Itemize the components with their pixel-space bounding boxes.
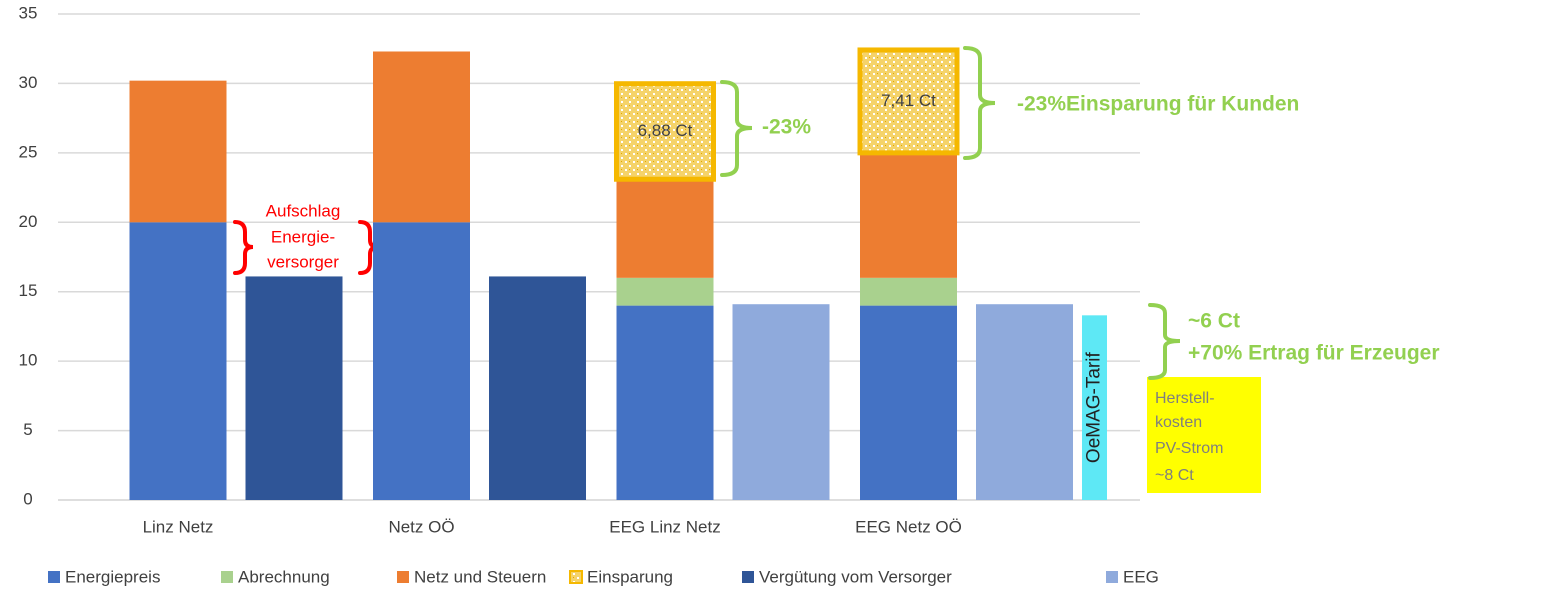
y-tick-label: 20 <box>19 212 38 231</box>
legend-swatch <box>742 571 754 583</box>
legend-label: Vergütung vom Versorger <box>759 567 952 586</box>
annotation: versorger <box>267 252 339 271</box>
oemag-label: OeMAG-Tarif <box>1084 352 1105 464</box>
y-tick-label: 25 <box>19 142 38 161</box>
legend-label: EEG <box>1123 567 1159 586</box>
bar <box>732 304 830 500</box>
bar <box>857 47 960 156</box>
y-tick-label: 0 <box>23 489 32 508</box>
legend-label: Einsparung <box>587 567 673 586</box>
y-tick-label: 5 <box>23 420 32 439</box>
annotation: Herstell- <box>1155 390 1215 407</box>
annotation: -23% <box>762 116 811 139</box>
bar <box>373 51 470 223</box>
bar <box>616 305 714 500</box>
value-label: 7,41 Ct <box>881 91 936 110</box>
annotation: kosten <box>1155 414 1202 431</box>
legend-swatch <box>397 571 409 583</box>
y-tick-label: 10 <box>19 351 38 370</box>
annotation: PV-Strom <box>1155 440 1223 457</box>
bar <box>860 152 957 278</box>
y-tick-label: 35 <box>19 3 38 22</box>
annotation: ~6 Ct <box>1188 310 1240 333</box>
value-label: 6,88 Ct <box>638 121 693 140</box>
legend-swatch <box>221 571 233 583</box>
bar <box>129 80 227 223</box>
legend-swatch <box>1106 571 1118 583</box>
legend-swatch <box>48 571 60 583</box>
annotation: -23%Einsparung für Kunden <box>1017 93 1299 116</box>
legend-label: Abrechnung <box>238 567 330 586</box>
bar <box>860 305 957 500</box>
bar <box>489 276 586 500</box>
oemag-bar <box>1082 315 1107 500</box>
annotation: Energie- <box>271 227 335 246</box>
legend-label: Energiepreis <box>65 567 160 586</box>
annotation: Aufschlag <box>266 201 341 220</box>
bar <box>129 222 227 501</box>
annotation: ~8 Ct <box>1155 467 1194 484</box>
legend-label: Netz und Steuern <box>414 567 546 586</box>
x-tick-label: EEG Netz OÖ <box>855 517 962 536</box>
bar <box>976 304 1073 500</box>
legend-swatch <box>569 570 583 584</box>
annotation: +70% Ertrag für Erzeuger <box>1188 342 1440 365</box>
bar <box>373 222 470 501</box>
y-tick-label: 15 <box>19 281 38 300</box>
cost-box <box>1147 377 1261 493</box>
y-tick-label: 30 <box>19 73 38 92</box>
bar <box>616 179 714 278</box>
x-tick-label: Netz OÖ <box>388 517 454 536</box>
x-tick-label: Linz Netz <box>143 517 214 536</box>
x-tick-label: EEG Linz Netz <box>609 517 721 536</box>
bar <box>616 277 714 306</box>
bar <box>614 81 716 182</box>
bar <box>245 276 343 500</box>
bar <box>860 277 957 306</box>
